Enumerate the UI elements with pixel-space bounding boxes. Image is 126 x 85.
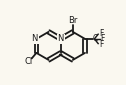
Text: N: N (32, 34, 38, 43)
Text: F: F (100, 34, 105, 43)
Text: Br: Br (68, 16, 77, 25)
Text: F: F (99, 29, 104, 38)
Text: F: F (99, 40, 104, 49)
Text: Cl: Cl (25, 57, 33, 66)
Text: N: N (57, 34, 64, 43)
Text: C: C (93, 34, 98, 43)
